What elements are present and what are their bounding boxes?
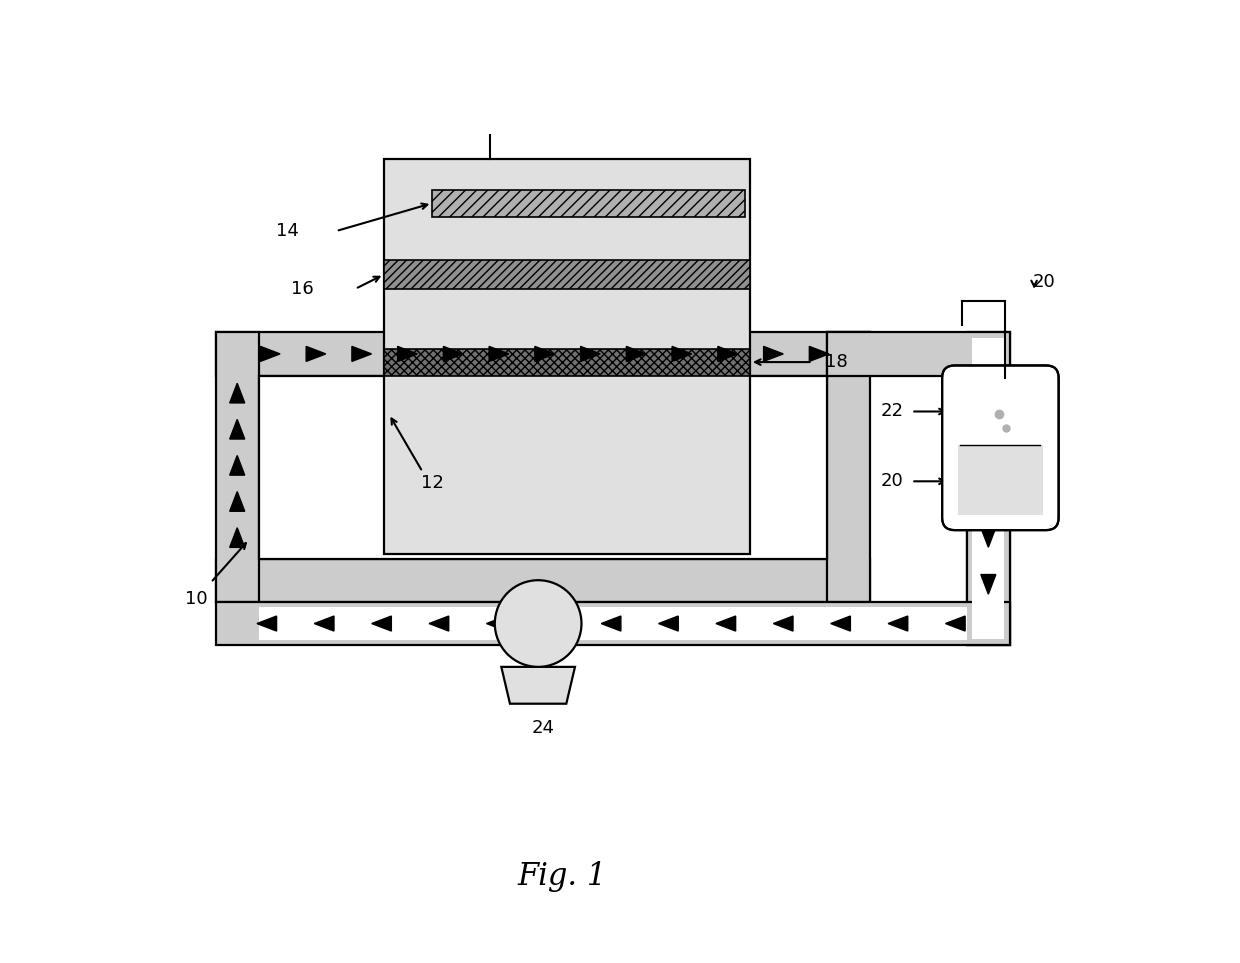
Polygon shape <box>888 616 908 631</box>
Polygon shape <box>372 616 392 631</box>
Bar <box>967 517 1011 645</box>
Text: 24: 24 <box>532 718 554 737</box>
Bar <box>259 376 827 559</box>
Bar <box>384 159 750 554</box>
Bar <box>216 332 870 376</box>
Polygon shape <box>534 347 554 361</box>
Polygon shape <box>580 347 600 361</box>
Polygon shape <box>774 616 794 631</box>
Bar <box>259 607 967 640</box>
Polygon shape <box>501 666 575 704</box>
Polygon shape <box>981 575 996 594</box>
Polygon shape <box>831 616 851 631</box>
Polygon shape <box>626 347 646 361</box>
Polygon shape <box>260 347 280 361</box>
Bar <box>957 445 1043 514</box>
Circle shape <box>495 580 582 666</box>
Bar <box>827 332 1011 376</box>
FancyBboxPatch shape <box>942 365 1059 530</box>
Bar <box>955 443 1011 453</box>
Bar <box>433 190 745 217</box>
Bar <box>384 260 750 289</box>
Polygon shape <box>306 347 326 361</box>
Polygon shape <box>489 347 508 361</box>
Polygon shape <box>444 347 463 361</box>
Bar <box>216 559 870 602</box>
Polygon shape <box>810 347 830 361</box>
Polygon shape <box>257 616 277 631</box>
Polygon shape <box>229 420 244 439</box>
Polygon shape <box>352 347 372 361</box>
Polygon shape <box>981 528 996 547</box>
Bar <box>216 332 259 602</box>
Text: 12: 12 <box>420 475 444 492</box>
Polygon shape <box>229 528 244 547</box>
Polygon shape <box>486 616 506 631</box>
Polygon shape <box>398 347 418 361</box>
Polygon shape <box>429 616 449 631</box>
Polygon shape <box>601 616 621 631</box>
Bar <box>827 332 870 602</box>
Polygon shape <box>314 616 334 631</box>
Polygon shape <box>544 616 563 631</box>
Text: 22: 22 <box>880 403 904 421</box>
Bar <box>967 332 1011 645</box>
Polygon shape <box>229 491 244 511</box>
Text: 16: 16 <box>291 280 314 298</box>
Polygon shape <box>672 347 692 361</box>
Bar <box>972 518 1004 639</box>
Text: 10: 10 <box>185 590 207 608</box>
Polygon shape <box>945 616 965 631</box>
Polygon shape <box>981 387 996 406</box>
Polygon shape <box>658 616 678 631</box>
Text: Fig. 1: Fig. 1 <box>517 861 606 892</box>
Polygon shape <box>229 383 244 403</box>
Text: 14: 14 <box>277 222 299 240</box>
Text: 18: 18 <box>826 353 848 371</box>
Polygon shape <box>764 347 784 361</box>
Text: 20: 20 <box>880 472 904 490</box>
Text: 20: 20 <box>1033 273 1055 291</box>
Bar <box>216 602 1011 645</box>
Polygon shape <box>981 481 996 501</box>
Bar <box>384 349 750 376</box>
Polygon shape <box>229 455 244 475</box>
Polygon shape <box>981 433 996 454</box>
Bar <box>972 338 1004 639</box>
Polygon shape <box>718 347 738 361</box>
Polygon shape <box>715 616 735 631</box>
